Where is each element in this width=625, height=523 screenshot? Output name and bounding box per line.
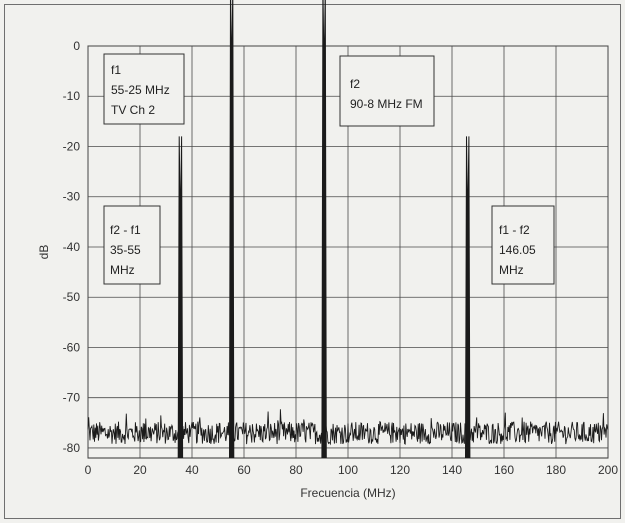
- x-tick-label: 60: [237, 463, 251, 477]
- spectral-peak: [321, 0, 327, 459]
- x-tick-labels: 0 20 40 60 80 100 120 140 160 180 200: [85, 463, 619, 477]
- annotation-f1-line-2: 55-25 MHz: [111, 83, 170, 97]
- annotation-f1: f1 55-25 MHz TV Ch 2: [103, 53, 185, 125]
- spectral-peak: [465, 136, 471, 459]
- y-tick-label: 0: [73, 39, 80, 53]
- annotation-f1-line-3: TV Ch 2: [111, 103, 155, 117]
- y-tick-label: -30: [63, 190, 81, 204]
- annotation-f2-f1-line-2: 35-55: [110, 243, 141, 257]
- spectral-peak: [177, 136, 184, 459]
- y-axis-label: dB: [37, 245, 51, 260]
- annotation-f1-f2-line-1: f1 - f2: [499, 223, 530, 237]
- x-tick-label: 80: [289, 463, 303, 477]
- spectrum-trace: [87, 0, 609, 459]
- annotation-f1-f2-line-2: 146.05: [499, 243, 536, 257]
- y-tick-label: -70: [63, 391, 81, 405]
- y-tick-label: -40: [63, 240, 81, 254]
- annotation-f2-line-2: 90-8 MHz FM: [350, 97, 423, 111]
- x-tick-label: 120: [390, 463, 410, 477]
- y-tick-label: -80: [63, 441, 81, 455]
- x-tick-label: 160: [494, 463, 514, 477]
- figure-frame: [4, 4, 621, 519]
- annotation-f2-f1-line-1: f2 - f1: [110, 223, 141, 237]
- x-axis-label: Frecuencia (MHz): [300, 486, 395, 500]
- y-tick-label: -50: [63, 290, 81, 304]
- x-tick-label: 200: [598, 463, 618, 477]
- x-tick-label: 100: [338, 463, 358, 477]
- annotation-f1-f2-line-3: MHz: [499, 263, 524, 277]
- annotation-f2-f1: f2 - f1 35-55 MHz: [103, 205, 161, 285]
- spectral-peak: [229, 0, 235, 459]
- x-tick-label: 140: [442, 463, 462, 477]
- y-tick-label: -10: [63, 89, 81, 103]
- x-tick-label: 0: [85, 463, 92, 477]
- x-tick-label: 40: [185, 463, 199, 477]
- x-tick-label: 20: [133, 463, 147, 477]
- annotation-f1-f2: f1 - f2 146.05 MHz: [491, 205, 555, 285]
- y-tick-label: -60: [63, 340, 81, 354]
- y-tick-label: -20: [63, 139, 81, 153]
- annotation-f1-line-1: f1: [111, 63, 121, 77]
- annotation-f2-line-1: f2: [350, 77, 360, 91]
- x-tick-label: 180: [546, 463, 566, 477]
- annotation-f2-f1-line-3: MHz: [110, 263, 135, 277]
- noise-floor: [87, 409, 609, 446]
- y-tick-labels: 0 -10 -20 -30 -40 -50 -60 -70 -80: [63, 39, 81, 455]
- annotation-f2: f2 90-8 MHz FM: [339, 55, 435, 127]
